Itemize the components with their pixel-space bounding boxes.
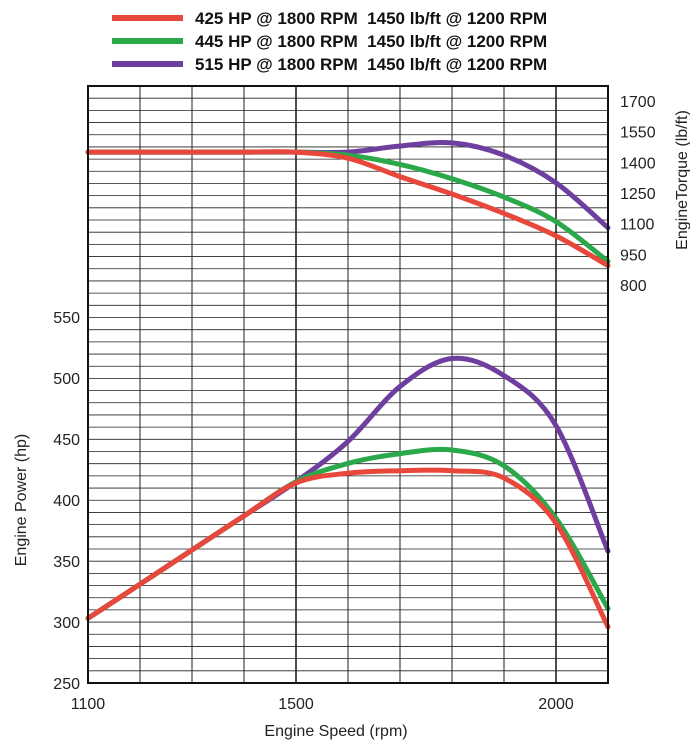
power-tick-label: 300 xyxy=(53,615,80,632)
torque-line-425hp xyxy=(85,149,611,269)
x-axis-title: Engine Speed (rpm) xyxy=(264,723,407,740)
y2-axis-title: EngineTorque (lb/ft) xyxy=(674,110,690,250)
tick-labels: 1100 1500 2000 250 300 350 400 450 500 550 800 950 1… xyxy=(53,94,655,713)
legend-label: 445 HP @ 1800 RPM 1450 lb/ft @ 1200 RPM xyxy=(195,32,547,51)
power-line-425hp xyxy=(85,467,611,630)
x-tick-label: 1500 xyxy=(278,696,314,713)
chart-grid xyxy=(88,86,608,683)
plot-frame xyxy=(87,85,609,684)
torque-tick-label: 1100 xyxy=(620,217,655,234)
x-tick-label: 2000 xyxy=(538,696,574,713)
power-tick-label: 500 xyxy=(53,371,80,388)
torque-tick-label: 1550 xyxy=(620,125,656,142)
torque-tick-label: 950 xyxy=(620,247,647,264)
legend-label: 425 HP @ 1800 RPM 1450 lb/ft @ 1200 RPM xyxy=(195,9,547,28)
torque-tick-label: 1700 xyxy=(620,94,656,111)
power-tick-label: 250 xyxy=(53,676,80,693)
legend-label: 515 HP @ 1800 RPM 1450 lb/ft @ 1200 RPM xyxy=(195,55,547,74)
x-tick-label: 1100 xyxy=(71,696,106,713)
power-tick-label: 550 xyxy=(53,310,80,327)
power-tick-label: 400 xyxy=(53,493,80,510)
torque-tick-label: 1250 xyxy=(620,186,656,203)
torque-tick-label: 1400 xyxy=(620,155,656,172)
power-tick-label: 350 xyxy=(53,554,80,571)
torque-tick-label: 800 xyxy=(620,278,647,295)
y-axis-title: Engine Power (hp) xyxy=(13,434,30,567)
power-tick-label: 450 xyxy=(53,432,80,449)
legend: 425 HP @ 1800 RPM 1450 lb/ft @ 1200 RPM 4… xyxy=(112,9,547,74)
series-layer xyxy=(85,140,611,630)
